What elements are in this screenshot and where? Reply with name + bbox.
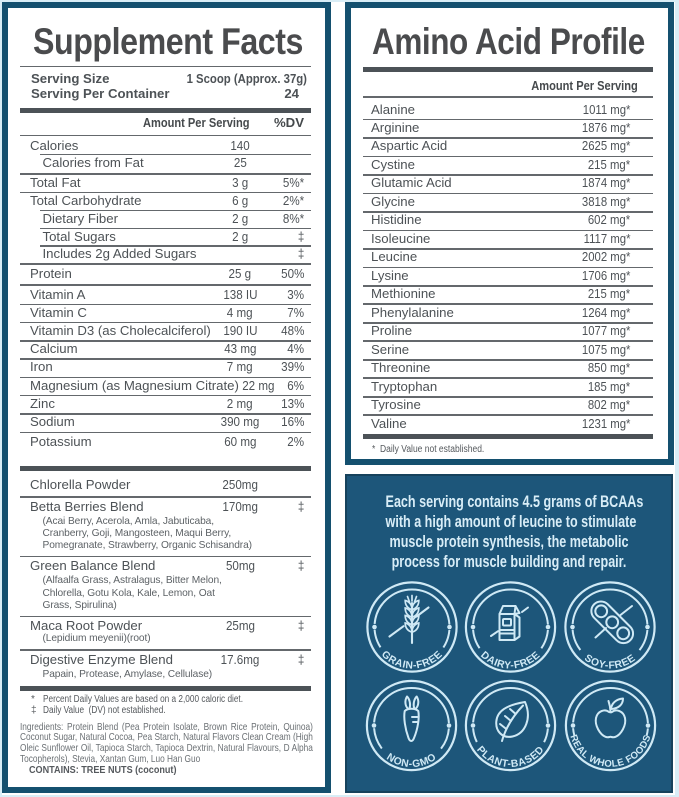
svg-text:PLANT-BASED: PLANT-BASED <box>474 744 546 770</box>
svg-text:NON-GMO: NON-GMO <box>384 752 438 770</box>
svg-text:SOY-FREE: SOY-FREE <box>582 653 638 672</box>
svg-text:GRAIN-FREE: GRAIN-FREE <box>379 649 445 672</box>
svg-text:REAL WHOLE FOODS: REAL WHOLE FOODS <box>567 733 653 770</box>
svg-text:DAIRY-FREE: DAIRY-FREE <box>478 650 542 672</box>
